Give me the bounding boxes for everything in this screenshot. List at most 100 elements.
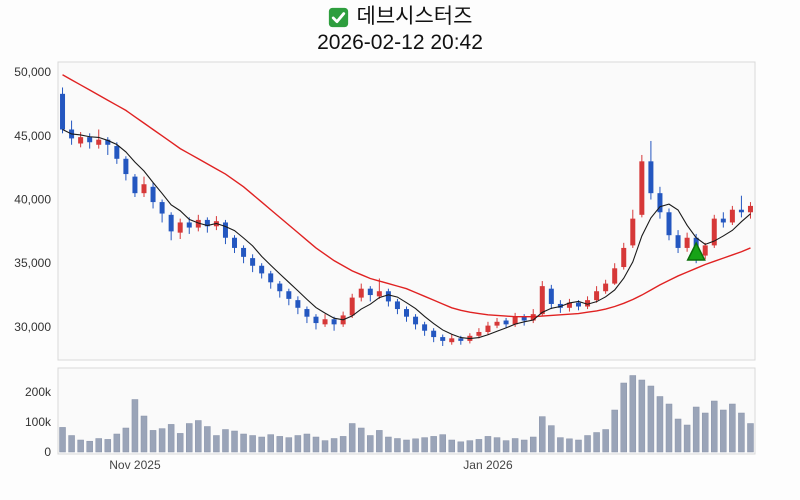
candle-body	[621, 247, 627, 268]
volume-bar	[276, 436, 284, 453]
volume-bar	[674, 418, 682, 453]
volume-bar	[529, 436, 537, 453]
candle-body	[159, 202, 165, 214]
volume-bar	[95, 438, 102, 453]
volume-bar	[357, 427, 365, 453]
candle-body	[585, 300, 591, 307]
volume-bar	[312, 436, 320, 453]
candle-body	[512, 316, 518, 325]
volume-bar	[692, 406, 700, 453]
volume-bar	[403, 439, 410, 453]
candle-body	[458, 338, 464, 341]
candle-body	[177, 222, 183, 233]
candle-body	[105, 139, 111, 145]
candle-body	[367, 288, 373, 296]
candle-body	[222, 222, 228, 238]
candle-body	[521, 316, 527, 321]
volume-bar	[412, 438, 419, 453]
volume-bar	[367, 435, 374, 453]
price-tick-label: 45,000	[14, 129, 51, 143]
volume-bar	[294, 435, 302, 453]
candle-body	[313, 316, 319, 324]
candle-body	[304, 309, 310, 317]
candle-body	[78, 137, 84, 144]
volume-bar	[339, 436, 347, 453]
volume-bar	[638, 379, 646, 453]
volume-bar	[539, 416, 546, 453]
candle-body	[132, 176, 138, 194]
volume-bar	[557, 437, 564, 453]
volume-bar	[502, 440, 510, 453]
candle-body	[358, 288, 364, 298]
candle-body	[286, 291, 292, 299]
volume-bar	[584, 435, 591, 453]
volume-bar	[394, 438, 401, 453]
candle-body	[603, 283, 609, 292]
candle-body	[123, 158, 129, 175]
volume-tick-label: 100k	[25, 415, 52, 429]
volume-bar	[493, 437, 501, 453]
checked-checkbox-icon	[328, 7, 349, 28]
volume-bar	[376, 430, 383, 453]
candle-body	[503, 320, 509, 325]
candle-body	[422, 324, 428, 331]
candle-body	[232, 237, 238, 248]
volume-bar	[113, 433, 121, 453]
volume-bar	[593, 432, 600, 453]
buy-signal-triangle-icon	[686, 241, 706, 261]
price-tick-label: 30,000	[14, 320, 51, 334]
candle-body	[349, 297, 355, 316]
candle-body	[639, 161, 645, 215]
volume-bar	[647, 385, 655, 453]
candle-body	[87, 137, 93, 143]
candle-body	[548, 288, 554, 304]
volume-bar	[602, 429, 609, 453]
candle-body	[150, 186, 156, 203]
chart-header: 데브시스터즈 2026-02-12 20:42	[0, 0, 800, 55]
volume-bar	[620, 382, 627, 453]
candle-body	[485, 325, 491, 332]
candle-body	[612, 268, 618, 284]
price-tick-label: 35,000	[14, 256, 51, 270]
volume-bar	[240, 433, 247, 453]
candle-body	[277, 283, 283, 292]
candle-body	[376, 291, 382, 297]
candle-body	[657, 193, 663, 213]
candle-body	[575, 302, 581, 307]
volume-bar	[484, 436, 492, 453]
candle-body	[96, 139, 102, 145]
candle-body	[720, 218, 726, 223]
candle-body	[440, 337, 446, 341]
volume-bar	[104, 439, 112, 453]
volume-bar	[303, 433, 311, 453]
volume-bar	[186, 423, 193, 453]
ma-short-line	[62, 129, 751, 340]
volume-bar	[385, 436, 392, 453]
candle-body	[385, 291, 391, 302]
candle-body	[394, 301, 400, 310]
candle-body	[195, 219, 201, 228]
volume-bar	[122, 427, 130, 453]
title-row: 데브시스터즈	[0, 4, 800, 30]
candle-body	[684, 237, 690, 248]
candle-body	[60, 93, 66, 130]
candle-body	[204, 219, 210, 227]
check-glyph	[328, 7, 348, 27]
candle-body	[494, 321, 500, 326]
ma-long-line	[62, 74, 751, 318]
volume-bar	[167, 424, 175, 453]
candle-body	[729, 209, 735, 223]
volume-bar	[348, 423, 356, 453]
volume-bar	[204, 426, 211, 453]
volume-bar	[222, 429, 229, 453]
candle-body	[648, 161, 654, 194]
candle-body	[168, 214, 174, 232]
volume-bar	[330, 438, 338, 453]
candle-body	[747, 205, 753, 213]
chart-datetime: 2026-02-12 20:42	[317, 31, 483, 54]
volume-bar	[59, 427, 66, 453]
volume-bar	[448, 439, 456, 453]
candle-body	[259, 265, 265, 274]
volume-bar	[656, 396, 664, 453]
